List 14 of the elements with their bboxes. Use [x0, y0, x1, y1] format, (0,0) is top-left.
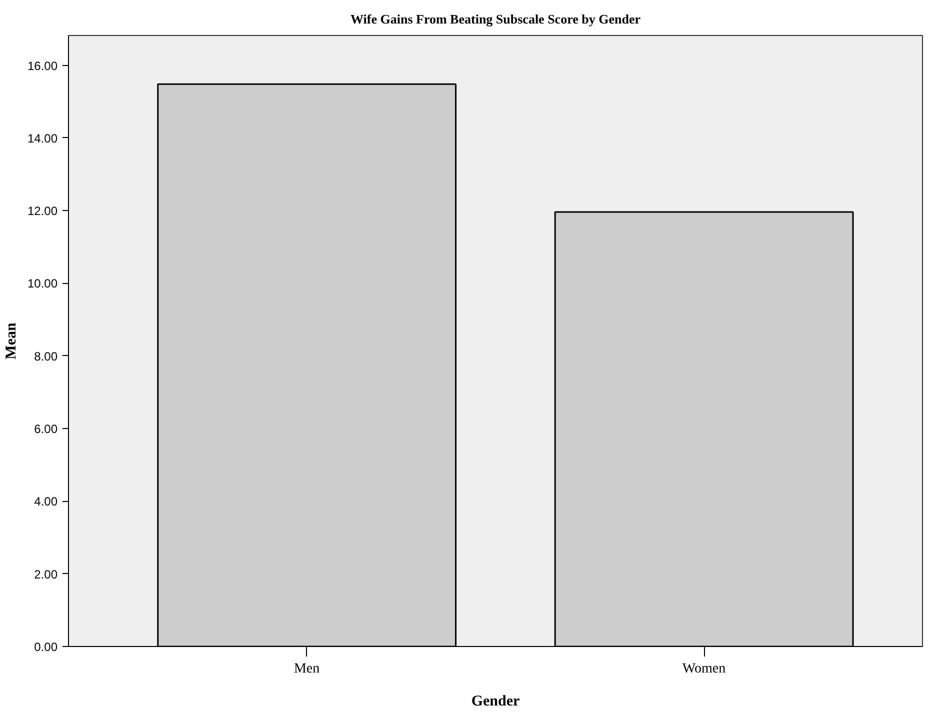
y-tick-label: 14.00 [27, 131, 58, 146]
y-tick-label: 4.00 [34, 494, 58, 509]
y-tick-label: 8.00 [34, 349, 58, 364]
y-tick-label: 2.00 [34, 567, 58, 582]
y-tick-label: 12.00 [27, 204, 58, 218]
y-tick-label: 16.00 [27, 58, 58, 73]
y-tick-label: 0.00 [34, 640, 58, 654]
y-tick-label: 6.00 [34, 422, 58, 436]
x-axis-title: Gender [471, 694, 520, 710]
y-tick-label: 10.00 [27, 276, 58, 291]
chart-title: Wife Gains From Beating Subscale Score by Gender [350, 12, 641, 26]
x-tick-label: Women [682, 662, 726, 676]
y-axis-title: Mean [3, 322, 20, 360]
x-tick-label: Men [294, 662, 320, 676]
